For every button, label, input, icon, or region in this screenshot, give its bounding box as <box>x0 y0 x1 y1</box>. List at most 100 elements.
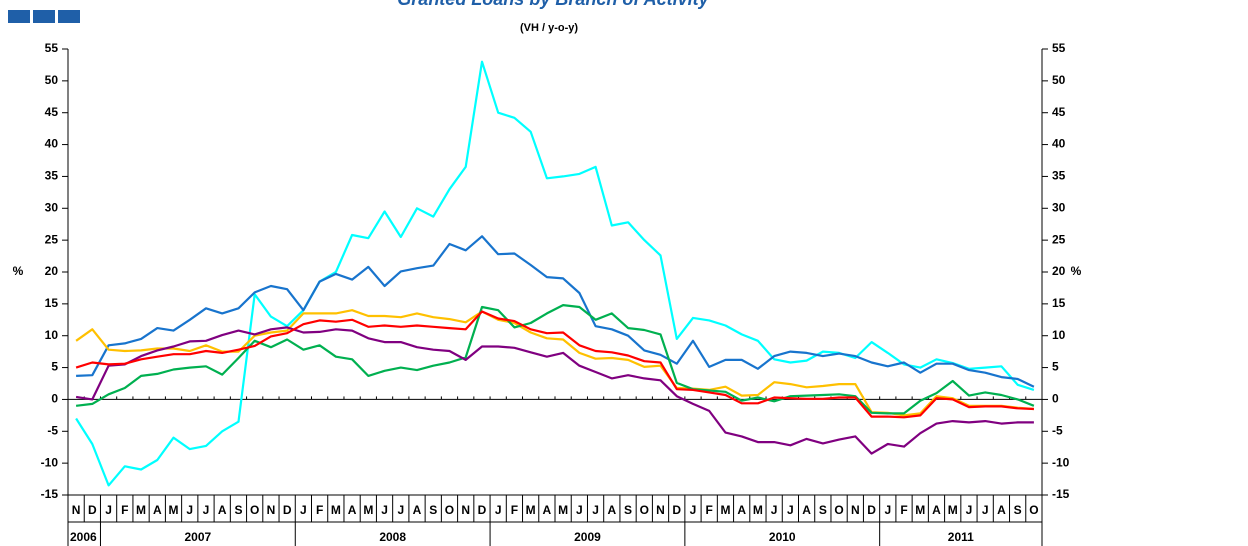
x-tick-label: D <box>478 503 487 517</box>
y2-tick-label: 40 <box>1052 137 1066 151</box>
x-tick-label: N <box>656 503 665 517</box>
x-tick-label: O <box>250 503 259 517</box>
y-tick-label: 20 <box>45 264 59 278</box>
x-tick-label: J <box>982 503 989 517</box>
x-tick-label: A <box>737 503 746 517</box>
x-tick-label: A <box>218 503 227 517</box>
y2-tick-label: 50 <box>1052 73 1066 87</box>
x-tick-label: N <box>72 503 81 517</box>
x-tick-label: M <box>948 503 958 517</box>
x-tick-label: M <box>331 503 341 517</box>
x-tick-label: J <box>397 503 404 517</box>
x-tick-label: J <box>186 503 193 517</box>
x-tick-label: O <box>1029 503 1038 517</box>
year-label: 2011 <box>948 530 974 544</box>
x-tick-label: S <box>819 503 827 517</box>
y-tick-label: 35 <box>45 169 59 183</box>
y-tick-label: 0 <box>51 392 58 406</box>
x-tick-label: A <box>932 503 941 517</box>
x-tick-label: M <box>720 503 730 517</box>
x-tick-label: J <box>495 503 502 517</box>
x-tick-label: J <box>884 503 891 517</box>
x-tick-label: A <box>413 503 422 517</box>
x-tick-label: N <box>267 503 276 517</box>
x-tick-label: A <box>153 503 162 517</box>
series-line <box>75 60 1035 487</box>
x-tick-label: J <box>203 503 210 517</box>
x-tick-label: F <box>121 503 128 517</box>
series-line <box>75 304 1035 415</box>
y-axis-label: % <box>13 264 24 278</box>
y2-tick-label: 45 <box>1052 105 1066 119</box>
year-label: 2009 <box>574 530 601 544</box>
x-tick-label: O <box>445 503 454 517</box>
y2-tick-label: -5 <box>1052 423 1063 437</box>
y2-tick-label: 20 <box>1052 264 1066 278</box>
x-tick-label: D <box>867 503 876 517</box>
x-tick-label: A <box>543 503 552 517</box>
x-tick-label: J <box>690 503 697 517</box>
y2-tick-label: -15 <box>1052 487 1070 501</box>
year-label: 2010 <box>769 530 796 544</box>
y-tick-label: 45 <box>45 105 59 119</box>
y-tick-label: 50 <box>45 73 59 87</box>
x-tick-label: S <box>429 503 437 517</box>
y2-tick-label: 30 <box>1052 200 1066 214</box>
x-tick-label: J <box>771 503 778 517</box>
y2-tick-label: 0 <box>1052 392 1059 406</box>
x-tick-label: M <box>915 503 925 517</box>
x-tick-label: J <box>576 503 583 517</box>
y-tick-label: 40 <box>45 137 59 151</box>
y-tick-label: -15 <box>41 487 59 501</box>
x-tick-label: M <box>753 503 763 517</box>
chart-subtitle: (VH / y-o-y) <box>520 22 578 34</box>
x-tick-label: N <box>851 503 860 517</box>
y-tick-label: 25 <box>45 232 59 246</box>
y-tick-label: 15 <box>45 296 59 310</box>
x-tick-label: F <box>316 503 323 517</box>
x-tick-label: D <box>88 503 97 517</box>
x-tick-label: O <box>640 503 649 517</box>
x-tick-label: J <box>381 503 388 517</box>
x-tick-label: J <box>592 503 599 517</box>
x-tick-label: M <box>558 503 568 517</box>
y2-tick-label: 5 <box>1052 360 1059 374</box>
y2-tick-label: 10 <box>1052 328 1066 342</box>
x-tick-label: F <box>511 503 518 517</box>
chart-title: Granted Loans by Branch of Activity <box>397 0 709 9</box>
x-tick-label: J <box>787 503 794 517</box>
y2-axis-label: % <box>1071 264 1082 278</box>
series-line <box>76 235 1035 388</box>
x-tick-label: A <box>607 503 616 517</box>
x-tick-label: F <box>706 503 713 517</box>
x-tick-label: A <box>802 503 811 517</box>
logo-block <box>8 10 30 23</box>
x-tick-label: D <box>283 503 292 517</box>
x-tick-label: D <box>672 503 681 517</box>
series-line <box>75 326 1034 455</box>
y2-tick-label: 15 <box>1052 296 1066 310</box>
x-tick-label: M <box>136 503 146 517</box>
x-tick-label: M <box>526 503 536 517</box>
y2-tick-label: 55 <box>1052 41 1066 55</box>
logo-block <box>58 10 80 23</box>
x-tick-label: S <box>624 503 632 517</box>
y-tick-label: 5 <box>51 360 58 374</box>
x-tick-label: J <box>966 503 973 517</box>
y-tick-label: 10 <box>45 328 59 342</box>
x-tick-label: M <box>363 503 373 517</box>
y2-tick-label: 25 <box>1052 232 1066 246</box>
year-label: 2006 <box>70 530 97 544</box>
x-tick-label: F <box>900 503 907 517</box>
x-tick-label: J <box>105 503 112 517</box>
x-tick-label: O <box>834 503 843 517</box>
year-label: 2008 <box>379 530 406 544</box>
x-tick-label: S <box>1014 503 1022 517</box>
x-tick-label: M <box>169 503 179 517</box>
logo-block <box>33 10 55 23</box>
y-tick-label: 55 <box>45 41 59 55</box>
y-tick-label: -10 <box>41 455 59 469</box>
y2-tick-label: 35 <box>1052 169 1066 183</box>
y-tick-label: -5 <box>47 423 58 437</box>
